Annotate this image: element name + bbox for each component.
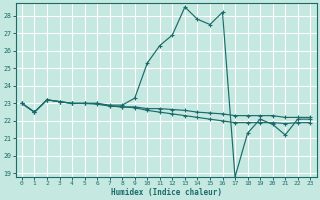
X-axis label: Humidex (Indice chaleur): Humidex (Indice chaleur) <box>111 188 221 197</box>
